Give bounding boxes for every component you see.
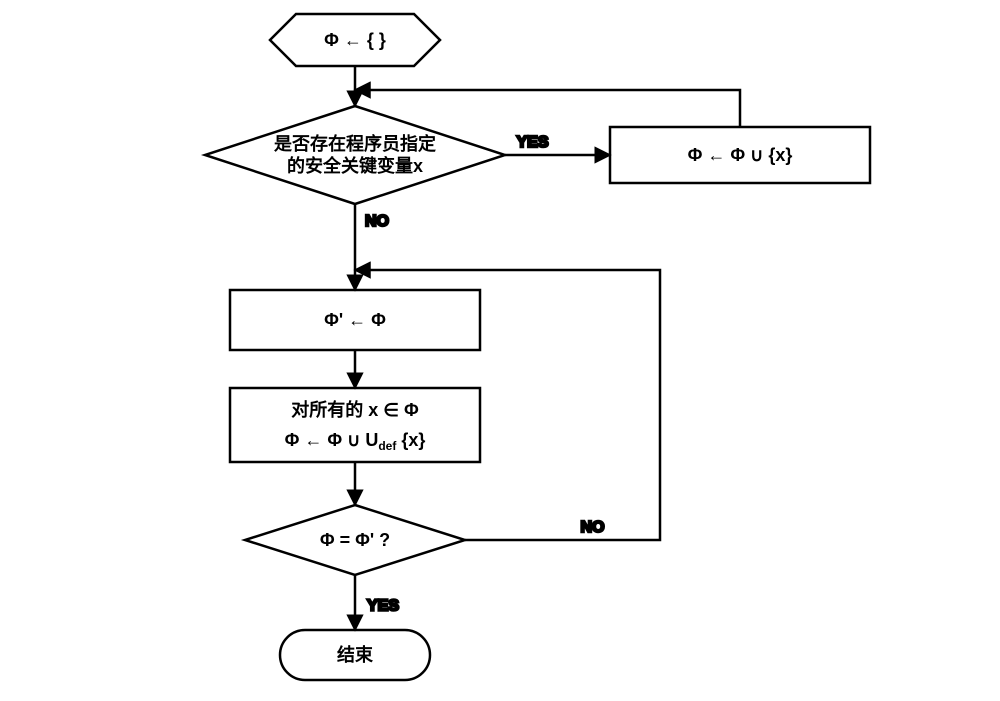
node-process-union-x-text: Φ ← Φ ∪ {x} [688, 145, 793, 165]
node-process-forall-line2: Φ ← Φ ∪ Udef {x} [285, 430, 426, 453]
node-start: Φ ← { } [270, 14, 440, 66]
node-process-union-x: Φ ← Φ ∪ {x} [610, 127, 870, 183]
node-decision1-line2: 的安全关键变量x [287, 155, 423, 176]
node-process-forall-line1: 对所有的 x ∈ Φ [291, 399, 419, 420]
node-process-phi-prime: Φ' ← Φ [230, 290, 480, 350]
edge-label-yes-1: YES [516, 134, 548, 151]
edge-label-no-2: NO [581, 519, 605, 536]
node-decision2-text: Φ = Φ' ? [320, 530, 390, 550]
edge-label-no-1: NO [365, 213, 389, 230]
node-decision1-line1: 是否存在程序员指定 [273, 133, 436, 154]
flowchart-canvas: Φ ← { } 是否存在程序员指定 的安全关键变量x Φ ← Φ ∪ {x} Φ… [0, 0, 1000, 701]
node-decision1: 是否存在程序员指定 的安全关键变量x [205, 106, 505, 204]
node-start-text: Φ ← { } [324, 30, 386, 50]
node-process-phi-prime-text: Φ' ← Φ [324, 310, 386, 330]
node-end: 结束 [280, 630, 430, 680]
edge-union-loopback [355, 90, 740, 127]
node-end-text: 结束 [337, 644, 374, 665]
edge-label-yes-2: YES [367, 598, 399, 615]
node-decision2: Φ = Φ' ? [245, 505, 465, 575]
node-process-forall: 对所有的 x ∈ Φ Φ ← Φ ∪ Udef {x} [230, 388, 480, 462]
